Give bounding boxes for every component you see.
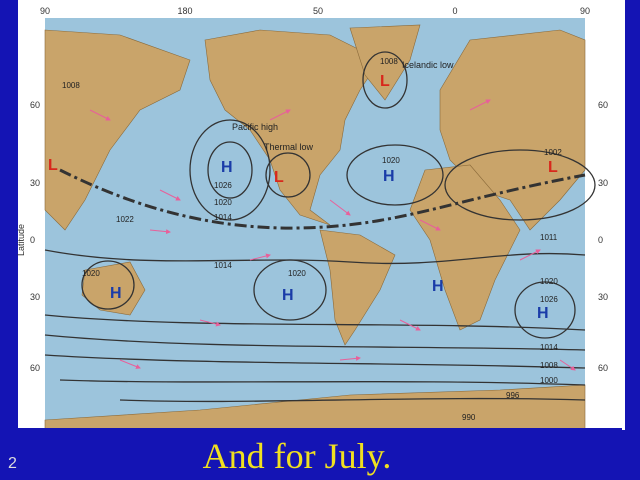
low-marker: L [274, 169, 284, 186]
isobar-label: 1008 [62, 81, 80, 90]
low-marker: L [380, 73, 390, 90]
high-marker: H [282, 287, 294, 304]
isobar-label: 1008 [540, 361, 558, 370]
place-label: Pacific high [232, 122, 278, 132]
isobar-label: 1020 [82, 269, 100, 278]
high-marker: H [432, 278, 444, 295]
lat-label: 30 [30, 292, 40, 302]
lat-label: 60 [598, 363, 608, 373]
isobar-label: 996 [506, 391, 520, 400]
high-marker: H [383, 168, 395, 185]
place-label: Thermal low [264, 142, 314, 152]
isobar-label: 1014 [540, 343, 558, 352]
wind-arrows [89, 99, 576, 371]
isobar-label: 1011 [540, 233, 558, 242]
high-marker: H [537, 305, 549, 322]
caption-bar [18, 428, 622, 480]
lat-label: 60 [30, 363, 40, 373]
high-marker: H [110, 285, 122, 302]
isobar-label: 1014 [214, 261, 232, 270]
lat-label: 60 [598, 100, 608, 110]
isobar-label: 1008 [380, 57, 398, 66]
isobar-label: 990 [462, 413, 476, 422]
isobar-label: 1020 [382, 156, 400, 165]
axis-title: Latitude [16, 224, 26, 256]
isobar-label: 1020 [540, 277, 558, 286]
lat-label: 30 [598, 178, 608, 188]
lat-label: 30 [30, 178, 40, 188]
lat-label: 60 [30, 100, 40, 110]
isobar-label: 1014 [214, 213, 232, 222]
lon-label: 50 [313, 6, 323, 16]
lat-label: 0 [598, 235, 603, 245]
slide-number: 2 [8, 455, 17, 472]
isobar-label: 1022 [116, 215, 134, 224]
low-marker: L [48, 157, 58, 174]
caption: And for July. [203, 436, 392, 476]
lon-label: 0 [452, 6, 457, 16]
lon-label: 90 [40, 6, 50, 16]
low-marker: L [548, 159, 558, 176]
isobar-label: 1026 [540, 295, 558, 304]
lat-label: 30 [598, 292, 608, 302]
isobars [44, 51, 596, 403]
high-marker: H [221, 159, 233, 176]
isobar-label: 1020 [288, 269, 306, 278]
isobar-label: 1002 [544, 148, 562, 157]
lon-label: 90 [580, 6, 590, 16]
lon-label: 180 [177, 6, 192, 16]
place-label: Icelandic low [402, 60, 454, 70]
isobar-label: 1026 [214, 181, 232, 190]
continents [44, 24, 586, 431]
isobar-label: 1020 [214, 198, 232, 207]
isobar-label: 1000 [540, 376, 558, 385]
lat-label: 0 [30, 235, 35, 245]
